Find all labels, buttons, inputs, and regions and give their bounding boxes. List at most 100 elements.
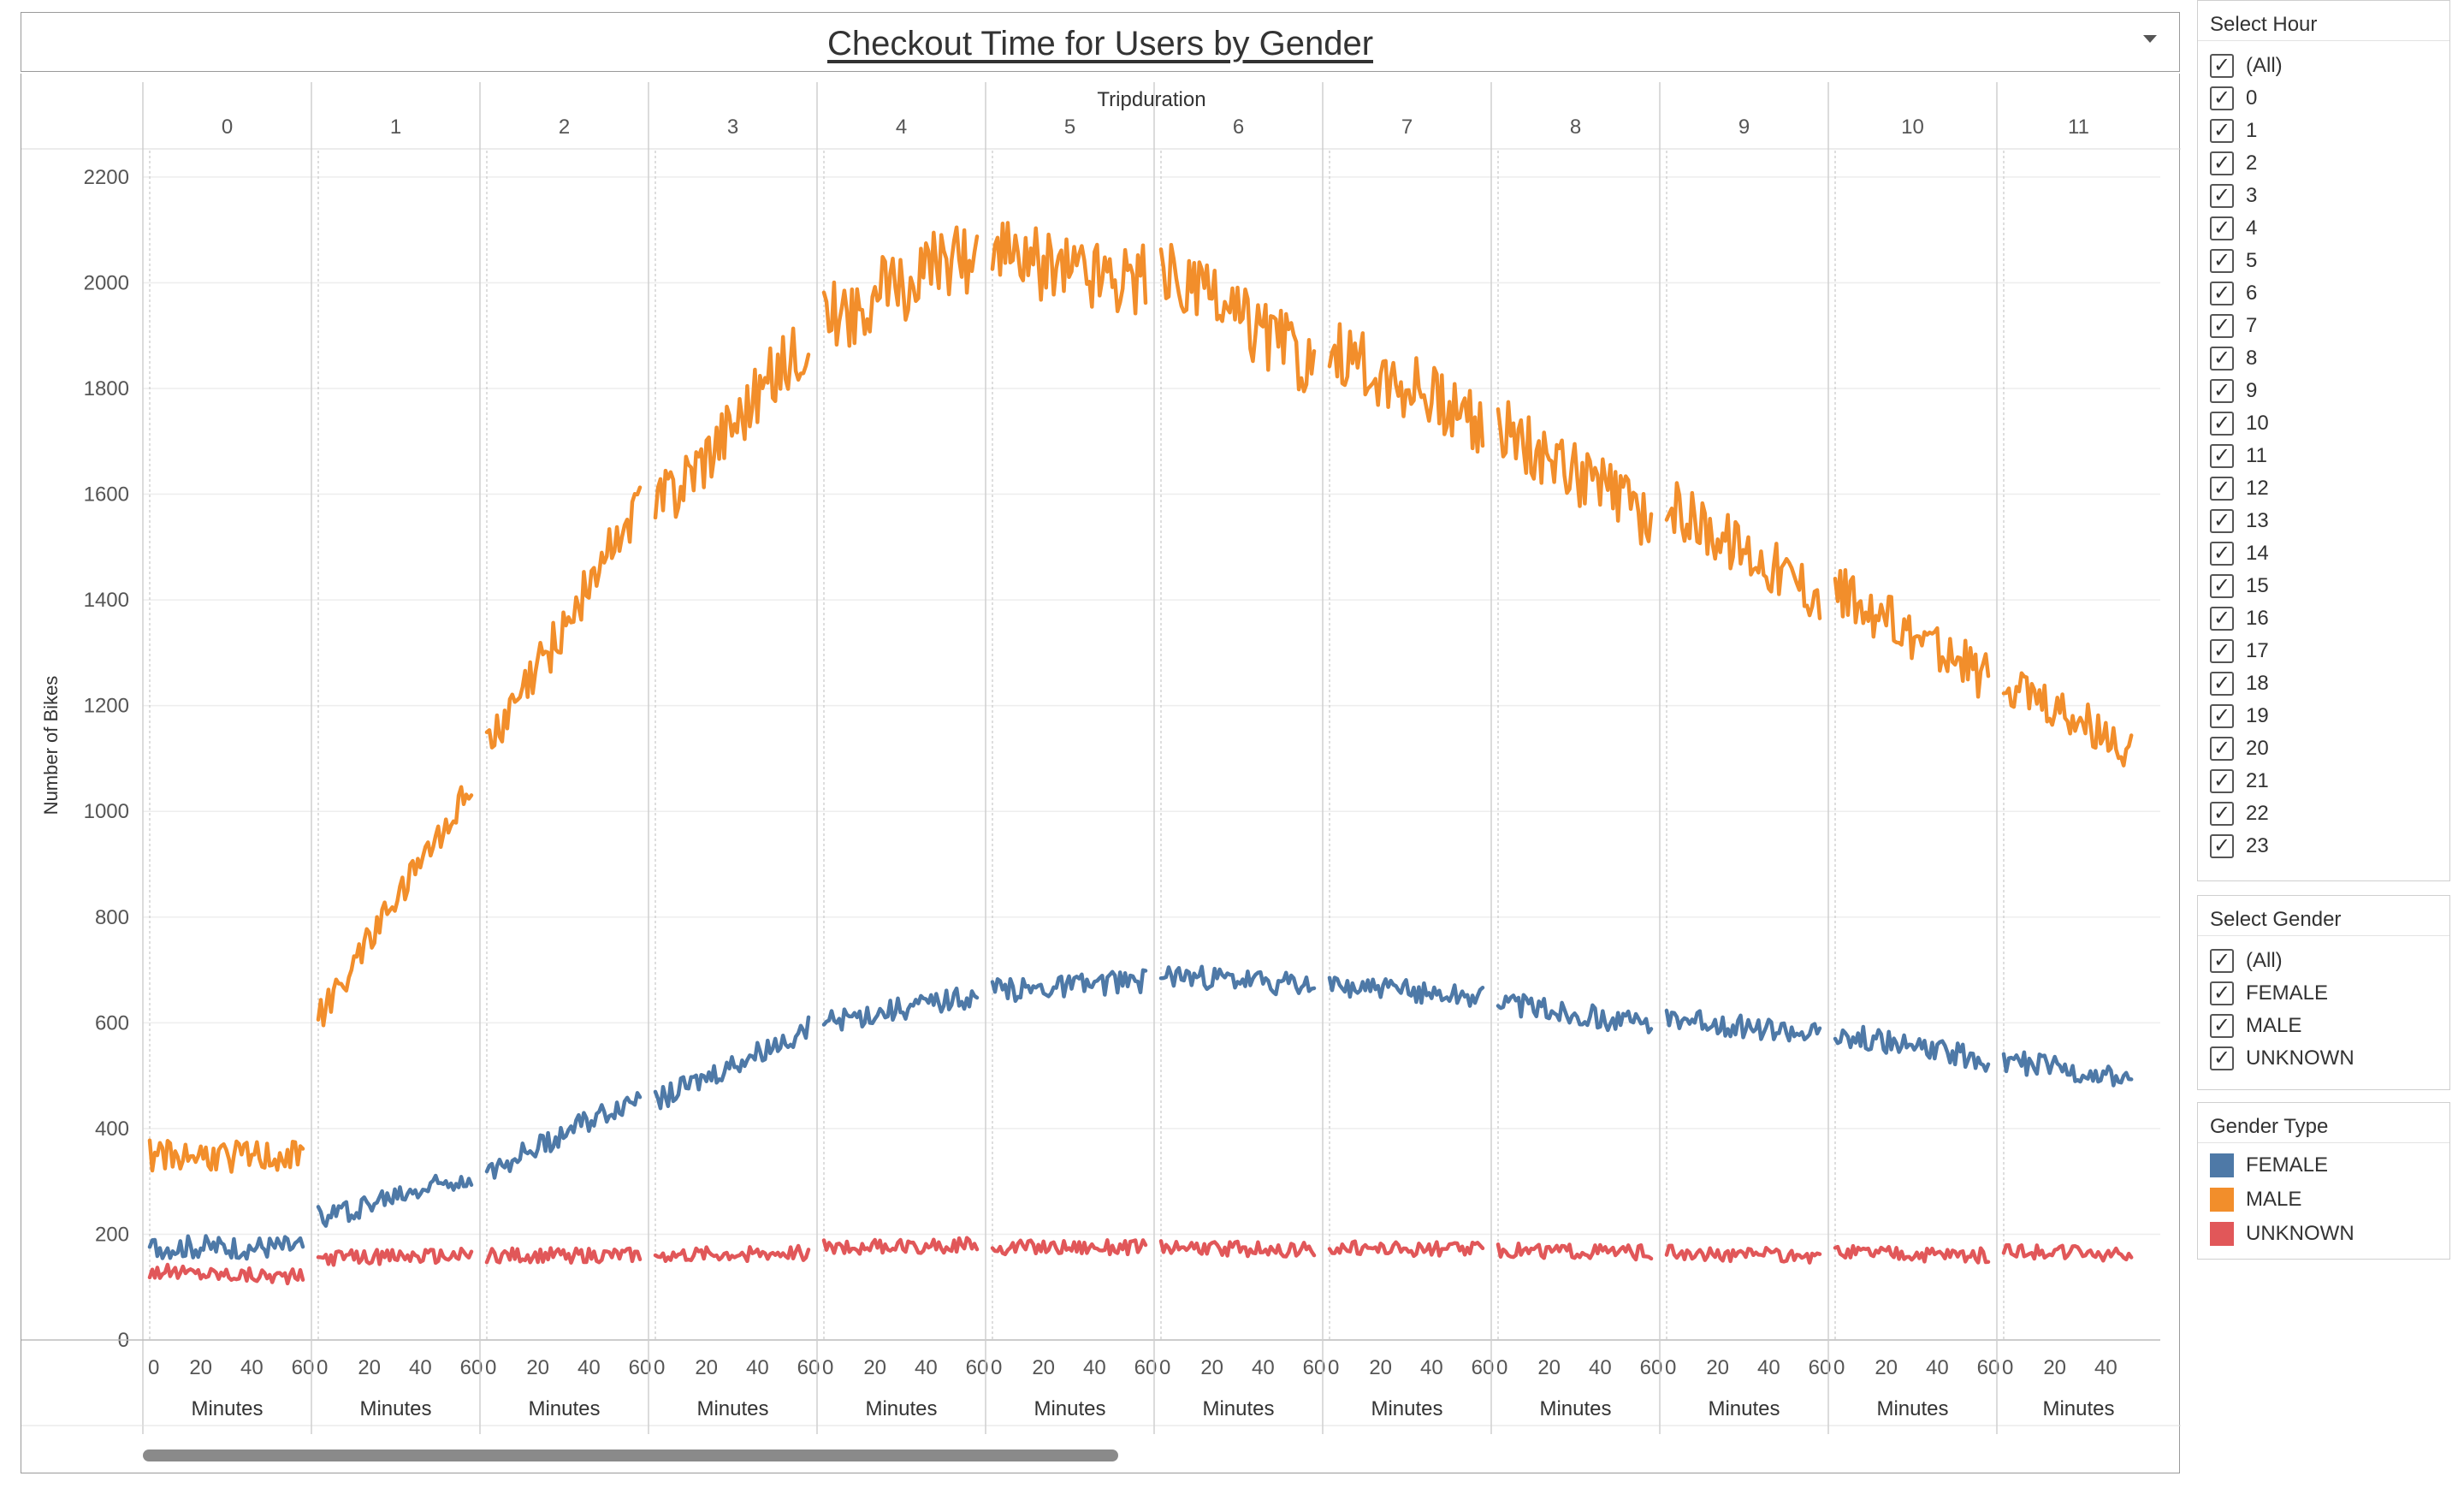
hour-option[interactable]: ✓ 18 [2198,667,2449,700]
checkbox-checked-icon[interactable]: ✓ [2210,1014,2234,1038]
x-tick-label: 20 [1032,1356,1055,1379]
legend-swatch [2210,1222,2234,1246]
legend-title: Gender Type [2210,1115,2329,1138]
hour-option[interactable]: ✓ 10 [2198,407,2449,440]
y-tick-label: 1000 [84,800,129,823]
hour-option[interactable]: ✓ 8 [2198,342,2449,375]
series-line-unknown [1158,1239,1317,1259]
x-tick-label: 0 [1159,1356,1170,1379]
hour-option[interactable]: ✓ 21 [2198,765,2449,797]
checkbox-checked-icon[interactable]: ✓ [2210,574,2234,598]
checkbox-checked-icon[interactable]: ✓ [2210,282,2234,305]
gender-option-label: UNKNOWN [2246,1046,2354,1070]
checkbox-checked-icon[interactable]: ✓ [2210,949,2234,973]
series-line-male [1833,567,1991,699]
title-dropdown-icon[interactable] [2143,35,2157,43]
hour-option-label: 4 [2246,216,2258,240]
checkbox-checked-icon[interactable]: ✓ [2210,607,2234,631]
checkbox-checked-icon[interactable]: ✓ [2210,672,2234,696]
checkbox-checked-icon[interactable]: ✓ [2210,477,2234,501]
checkbox-checked-icon[interactable]: ✓ [2210,802,2234,826]
checkbox-checked-icon[interactable]: ✓ [2210,119,2234,143]
gender-option[interactable]: ✓ MALE [2198,1010,2449,1042]
gender-option[interactable]: ✓ FEMALE [2198,977,2449,1010]
hour-option[interactable]: ✓ (All) [2198,50,2449,82]
series-line-unknown [990,1238,1148,1257]
x-tick-label: 0 [654,1356,665,1379]
series-line-female [1496,993,1654,1035]
x-axis-label: Minutes [865,1397,937,1420]
hour-option-label: 18 [2246,672,2269,695]
hour-option[interactable]: ✓ 7 [2198,310,2449,342]
checkbox-checked-icon[interactable]: ✓ [2210,704,2234,728]
x-tick-label: 40 [578,1356,601,1379]
series-line-male [1664,481,1822,620]
hour-option[interactable]: ✓ 5 [2198,245,2449,277]
checkbox-checked-icon[interactable]: ✓ [2210,249,2234,273]
series-line-male [990,221,1148,316]
hour-option[interactable]: ✓ 1 [2198,115,2449,147]
legend-item[interactable]: MALE [2198,1183,2449,1217]
legend-item[interactable]: FEMALE [2198,1148,2449,1183]
hour-option[interactable]: ✓ 23 [2198,830,2449,863]
hour-option-label: 8 [2246,347,2258,370]
horizontal-scrollbar[interactable] [143,1446,2176,1463]
gender-option-label: (All) [2246,949,2283,972]
select-hour-title: Select Hour [2210,13,2318,36]
checkbox-checked-icon[interactable]: ✓ [2210,151,2234,175]
scrollbar-thumb[interactable] [143,1450,1118,1461]
hour-option[interactable]: ✓ 19 [2198,700,2449,732]
x-tick-label: 0 [991,1356,1002,1379]
hour-option[interactable]: ✓ 6 [2198,277,2449,310]
y-tick-label: 1400 [84,589,129,612]
checkbox-checked-icon[interactable]: ✓ [2210,769,2234,793]
hour-option[interactable]: ✓ 22 [2198,797,2449,830]
checkbox-checked-icon[interactable]: ✓ [2210,737,2234,761]
checkbox-checked-icon[interactable]: ✓ [2210,542,2234,566]
checkbox-checked-icon[interactable]: ✓ [2210,1046,2234,1070]
x-tick-label: 20 [189,1356,212,1379]
series-line-male [1496,400,1654,546]
legend-item[interactable]: UNKNOWN [2198,1217,2449,1251]
series-line-female [147,1234,305,1261]
checkbox-checked-icon[interactable]: ✓ [2210,184,2234,208]
hour-option[interactable]: ✓ 9 [2198,375,2449,407]
hour-option[interactable]: ✓ 17 [2198,635,2449,667]
checkbox-checked-icon[interactable]: ✓ [2210,639,2234,663]
checkbox-checked-icon[interactable]: ✓ [2210,347,2234,371]
hour-option[interactable]: ✓ 2 [2198,147,2449,180]
hour-option-label: 7 [2246,314,2258,337]
checkbox-checked-icon[interactable]: ✓ [2210,412,2234,436]
hour-option[interactable]: ✓ 12 [2198,472,2449,505]
checkbox-checked-icon[interactable]: ✓ [2210,216,2234,240]
select-hour-filter: Select Hour ✓ (All) ✓ 0 ✓ 1 ✓ 2 ✓ 3 ✓ 4 ✓ 5 ✓ 6 ✓ 7 ✓ 8 ✓ 9 ✓ 1… [2197,0,2450,881]
hour-option[interactable]: ✓ 13 [2198,505,2449,537]
hour-option[interactable]: ✓ 16 [2198,602,2449,635]
checkbox-checked-icon[interactable]: ✓ [2210,509,2234,533]
series-line-male [1158,242,1317,394]
gender-option[interactable]: ✓ UNKNOWN [2198,1042,2449,1075]
hour-option[interactable]: ✓ 11 [2198,440,2449,472]
hour-option-label: 9 [2246,379,2258,402]
series-line-unknown [484,1246,643,1265]
gender-option[interactable]: ✓ (All) [2198,945,2449,977]
hour-option-label: 20 [2246,737,2269,760]
checkbox-checked-icon[interactable]: ✓ [2210,314,2234,338]
hour-option[interactable]: ✓ 14 [2198,537,2449,570]
hour-option-label: 22 [2246,802,2269,825]
legend-label: UNKNOWN [2246,1222,2354,1245]
checkbox-checked-icon[interactable]: ✓ [2210,444,2234,468]
hour-option[interactable]: ✓ 3 [2198,180,2449,212]
dashboard-title-box[interactable]: Checkout Time for Users by Gender [21,12,2180,72]
series-line-female [1327,975,1485,1008]
hour-option[interactable]: ✓ 0 [2198,82,2449,115]
checkbox-checked-icon[interactable]: ✓ [2210,54,2234,78]
checkbox-checked-icon[interactable]: ✓ [2210,834,2234,858]
hour-option[interactable]: ✓ 15 [2198,570,2449,602]
checkbox-checked-icon[interactable]: ✓ [2210,86,2234,110]
checkbox-checked-icon[interactable]: ✓ [2210,379,2234,403]
checkbox-checked-icon[interactable]: ✓ [2210,981,2234,1005]
x-axis-label: Minutes [1371,1397,1442,1420]
hour-option[interactable]: ✓ 4 [2198,212,2449,245]
hour-option[interactable]: ✓ 20 [2198,732,2449,765]
